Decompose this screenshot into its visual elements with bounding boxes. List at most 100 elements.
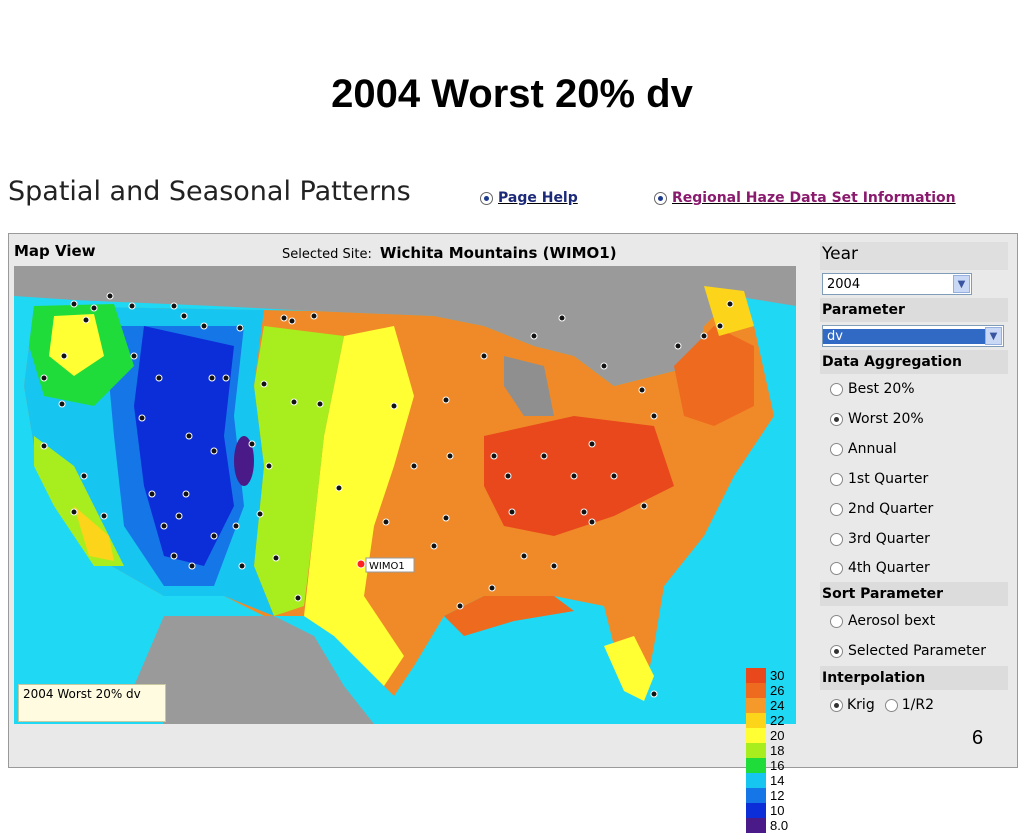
monitoring-site-dots [40,292,734,698]
aggregation-option-worst-20[interactable]: Worst 20% [820,404,1008,434]
radio-button[interactable] [830,644,843,658]
legend-label: 22 [770,713,785,728]
pacific-nw-yellow [49,314,104,376]
legend-row: 26 [746,683,796,698]
radio-button[interactable] [830,412,843,426]
legend-row: 18 [746,743,796,758]
mexico-land [134,616,374,724]
parameter-select[interactable]: dv ▼ [822,325,1004,347]
aggregation-option-q4[interactable]: 4th Quarter [820,554,1008,582]
aggregation-option-best-20[interactable]: Best 20% [820,374,1008,404]
page-help-link-text[interactable]: Page Help [498,190,578,206]
aggregation-option-annual[interactable]: Annual [820,434,1008,464]
radio-label-inverse-r2[interactable]: 1/R2 [901,697,934,713]
selected-site-label: Selected Site: [282,247,372,262]
gulf-coast-region [444,596,574,636]
selected-site: Selected Site: Wichita Mountains (WIMO1) [282,244,617,262]
great-lakes [504,356,554,416]
radio-label[interactable]: Selected Parameter [848,643,986,659]
sort-option-selected-parameter[interactable]: Selected Parameter [820,636,1008,666]
legend-swatch [746,803,766,818]
legend-swatch [746,773,766,788]
chevron-down-icon[interactable]: ▼ [953,275,970,293]
legend-swatch [746,758,766,773]
radio-bullet-icon [480,191,493,205]
radio-button-krig[interactable] [830,698,843,712]
haze-contour-map[interactable]: WIMO1 [14,266,796,724]
control-panel: Year 2004 ▼ Parameter dv ▼ Data Aggregat… [820,242,1008,720]
legend-label: 14 [770,773,785,788]
radio-label[interactable]: 1st Quarter [848,471,929,487]
legend-swatch [746,698,766,713]
selected-site-marker [356,559,366,569]
legend-label: 8.0 [770,818,789,833]
high-haze-region [484,416,674,536]
radio-button[interactable] [830,472,843,486]
legend-label: 12 [770,788,785,803]
slide-number: 6 [972,727,984,749]
radio-label-krig[interactable]: Krig [847,697,875,713]
florida-yellow [604,636,654,701]
year-select-value[interactable]: 2004 [827,276,861,292]
legend-row: 30 [746,668,796,683]
legend-row: 8.0 [746,818,796,833]
legend-label: 18 [770,743,785,758]
chevron-down-icon[interactable]: ▼ [985,327,1002,345]
legend-swatch [746,713,766,728]
radio-label[interactable]: 2nd Quarter [848,501,934,517]
haze-info-link[interactable]: Regional Haze Data Set Information [654,190,956,206]
radio-label[interactable]: Annual [848,441,897,457]
map-caption: 2004 Worst 20% dv [18,684,166,722]
legend-row: 10 [746,803,796,818]
year-select[interactable]: 2004 ▼ [822,273,972,295]
page-help-link[interactable]: Page Help [480,190,578,206]
plains-green-band [254,326,344,616]
app-title: Spatial and Seasonal Patterns [8,176,411,207]
radio-button[interactable] [830,382,843,396]
radio-label[interactable]: 3rd Quarter [848,531,930,547]
legend-row: 24 [746,698,796,713]
color-legend: 30 26 24 22 20 18 16 14 12 10 8.0 [746,668,796,833]
northeast-region [674,326,754,426]
legend-label: 24 [770,698,785,713]
radio-button[interactable] [830,561,843,575]
legend-label: 16 [770,758,785,773]
map-panel: Map View Selected Site: Wichita Mountains… [14,240,796,833]
legend-row: 14 [746,773,796,788]
legend-swatch [746,788,766,803]
aggregation-option-q1[interactable]: 1st Quarter [820,464,1008,494]
legend-row: 12 [746,788,796,803]
haze-info-link-text[interactable]: Regional Haze Data Set Information [672,190,956,206]
radio-label[interactable]: Best 20% [848,381,915,397]
legend-swatch [746,728,766,743]
radio-button[interactable] [830,442,843,456]
sort-option-aerosol-bext[interactable]: Aerosol bext [820,606,1008,636]
radio-label[interactable]: 4th Quarter [848,560,930,576]
radio-button[interactable] [830,502,843,516]
sort-parameter-label: Sort Parameter [820,582,1008,606]
radio-bullet-icon [654,191,667,205]
year-label: Year [820,242,1008,270]
aggregation-option-q2[interactable]: 2nd Quarter [820,494,1008,524]
aggregation-label: Data Aggregation [820,350,1008,374]
slide-title: 2004 Worst 20% dv [331,72,693,116]
aggregation-option-q3[interactable]: 3rd Quarter [820,524,1008,554]
app-header: Spatial and Seasonal Patterns Page Help … [8,172,1018,232]
california-yellow [74,506,114,561]
radio-button[interactable] [830,614,843,628]
legend-label: 26 [770,683,785,698]
legend-swatch [746,668,766,683]
west-darkblue-region [134,326,234,566]
legend-row: 20 [746,728,796,743]
parameter-select-value[interactable]: dv [823,328,985,344]
parameter-label: Parameter [820,298,1008,322]
interpolation-label: Interpolation [820,666,1008,690]
radio-label[interactable]: Worst 20% [848,411,924,427]
west-purple-spot [234,436,254,486]
plains-yellow-band [304,326,414,686]
radio-label[interactable]: Aerosol bext [848,613,936,629]
radio-button[interactable] [830,532,843,546]
legend-label: 30 [770,668,785,683]
radio-button-inverse-r2[interactable] [884,698,898,712]
legend-swatch [746,683,766,698]
